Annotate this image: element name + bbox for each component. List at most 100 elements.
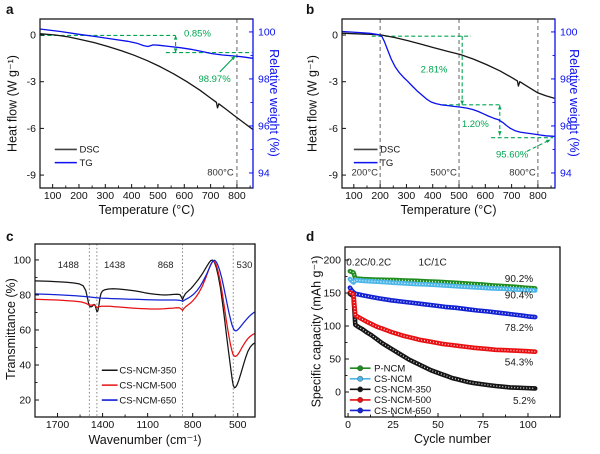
legend-ball-marker bbox=[357, 397, 364, 403]
svg-text:100: 100 bbox=[345, 190, 363, 202]
series-DSC bbox=[342, 32, 555, 99]
series-TG bbox=[342, 30, 555, 137]
panel-b-x-axis-title: Temperature (°C) bbox=[400, 203, 497, 217]
svg-text:20: 20 bbox=[19, 395, 31, 407]
svg-text:0.2C/0.2C: 0.2C/0.2C bbox=[346, 258, 391, 269]
svg-text:2.81%: 2.81% bbox=[421, 65, 448, 76]
svg-text:800: 800 bbox=[228, 190, 246, 202]
guide-lines bbox=[88, 244, 234, 417]
svg-text:75: 75 bbox=[477, 419, 489, 431]
svg-text:TG: TG bbox=[380, 158, 393, 169]
guide-lines bbox=[371, 19, 554, 188]
svg-text:1700: 1700 bbox=[46, 419, 70, 431]
legend: P-NCMCS-NCMCS-NCM-350CS-NCM-500CS-NCM-65… bbox=[349, 364, 431, 417]
panel-a-y-left-axis-title: Heat flow (W g⁻¹) bbox=[5, 55, 20, 152]
series-CS-NCM bbox=[347, 276, 538, 293]
axes: 1700 1400 1100 800 500 20 40 60 80 100 bbox=[13, 243, 256, 431]
svg-text:-9: -9 bbox=[329, 170, 338, 182]
svg-text:90.4%: 90.4% bbox=[505, 291, 533, 302]
svg-text:100: 100 bbox=[560, 26, 578, 38]
svg-text:25: 25 bbox=[387, 419, 399, 431]
svg-text:1488: 1488 bbox=[58, 260, 79, 271]
series bbox=[40, 28, 253, 131]
svg-text:0.85%: 0.85% bbox=[184, 29, 211, 40]
svg-text:1C/1C: 1C/1C bbox=[418, 258, 446, 269]
legend: DSC TG bbox=[54, 145, 100, 169]
svg-text:40: 40 bbox=[19, 359, 31, 371]
svg-text:800°C: 800°C bbox=[207, 168, 234, 179]
svg-text:80: 80 bbox=[19, 289, 31, 301]
svg-text:800: 800 bbox=[184, 419, 202, 431]
svg-text:100: 100 bbox=[519, 419, 537, 431]
panel-label-a: a bbox=[6, 2, 14, 17]
svg-text:96: 96 bbox=[258, 120, 270, 132]
svg-text:100: 100 bbox=[323, 320, 341, 332]
svg-text:200: 200 bbox=[70, 190, 88, 202]
svg-text:-3: -3 bbox=[329, 76, 338, 88]
svg-text:-6: -6 bbox=[329, 123, 338, 135]
panel-c-x-axis-title: Wavenumber (cm⁻¹) bbox=[88, 433, 202, 447]
legend-ball-marker bbox=[357, 386, 364, 393]
legend-ball-marker bbox=[357, 375, 364, 382]
svg-text:98: 98 bbox=[560, 73, 572, 85]
axes: 100 200 300 400 500 600 700 800 0 -3 -6 -9 94 96 98 100 bbox=[27, 18, 276, 202]
svg-text:CS-NCM-500: CS-NCM-500 bbox=[119, 380, 176, 391]
annotations: 0.2C/0.2C 1C/1C 90.2% 90.4% 78.2% 54.3% 5.2% bbox=[346, 258, 536, 408]
svg-text:800°C: 800°C bbox=[509, 168, 536, 179]
svg-text:868: 868 bbox=[158, 260, 174, 271]
svg-text:P-NCM: P-NCM bbox=[374, 364, 405, 375]
svg-text:95.60%: 95.60% bbox=[496, 150, 529, 161]
svg-text:0: 0 bbox=[30, 30, 36, 42]
svg-text:600: 600 bbox=[477, 190, 495, 202]
series bbox=[342, 30, 555, 137]
series-CS-NCM-500 bbox=[35, 260, 255, 358]
svg-text:150: 150 bbox=[323, 287, 341, 299]
svg-text:96: 96 bbox=[560, 120, 572, 132]
legend: DSC TG bbox=[353, 145, 400, 169]
svg-text:54.3%: 54.3% bbox=[505, 357, 533, 368]
panel-b-y-left-axis-title: Heat flow (W g⁻¹) bbox=[305, 55, 320, 152]
svg-text:90.2%: 90.2% bbox=[505, 274, 533, 285]
svg-text:500°C: 500°C bbox=[430, 168, 457, 179]
svg-text:500: 500 bbox=[229, 419, 247, 431]
annotations: 2.81% 1.20% 95.60% 200°C 500°C 800°C bbox=[352, 65, 551, 179]
legend: CS-NCM-350 CS-NCM-500 CS-NCM-650 bbox=[101, 366, 176, 406]
series-TG bbox=[40, 28, 253, 59]
svg-text:600: 600 bbox=[176, 190, 194, 202]
panel-d-y-axis-title: Specific capacity (mAh g⁻¹) bbox=[309, 255, 324, 408]
panel-d-chart: 0 25 50 75 100 0 50 100 150 200 0.2C/0.2C 1C/1C 90.2… bbox=[323, 246, 561, 431]
svg-text:94: 94 bbox=[258, 167, 270, 179]
svg-text:98: 98 bbox=[258, 73, 270, 85]
svg-text:0: 0 bbox=[345, 419, 351, 431]
panel-label-b: b bbox=[306, 2, 315, 17]
svg-text:DSC: DSC bbox=[79, 145, 99, 156]
series bbox=[35, 259, 255, 389]
panel-a-y-right-axis-title: Relative weight (%) bbox=[267, 49, 281, 157]
svg-text:98.97%: 98.97% bbox=[198, 74, 231, 85]
panel-d-x-axis-title: Cycle number bbox=[413, 432, 492, 446]
svg-text:-6: -6 bbox=[27, 123, 36, 135]
svg-text:200: 200 bbox=[371, 190, 389, 202]
svg-text:94: 94 bbox=[560, 167, 572, 179]
svg-text:DSC: DSC bbox=[380, 145, 400, 156]
series-bead-highlight bbox=[349, 291, 536, 353]
svg-text:400: 400 bbox=[424, 190, 442, 202]
svg-text:300: 300 bbox=[398, 190, 416, 202]
annotations: 0.85% 98.97% 800°C bbox=[184, 29, 236, 179]
panel-label-c: c bbox=[6, 229, 14, 244]
svg-text:700: 700 bbox=[503, 190, 521, 202]
svg-text:100: 100 bbox=[44, 190, 62, 202]
axes: 100 200 300 400 500 600 700 800 0 -3 -6 -9 94 96 98 100 bbox=[329, 18, 578, 202]
svg-text:CS-NCM: CS-NCM bbox=[374, 374, 412, 385]
series-CS-NCM-350 bbox=[35, 259, 255, 389]
svg-text:100: 100 bbox=[13, 254, 31, 266]
svg-text:50: 50 bbox=[432, 419, 444, 431]
svg-text:1400: 1400 bbox=[91, 419, 115, 431]
svg-text:-9: -9 bbox=[27, 170, 36, 182]
svg-text:CS-NCM-500: CS-NCM-500 bbox=[374, 395, 431, 406]
legend-ball-marker bbox=[357, 365, 364, 372]
svg-text:0: 0 bbox=[332, 30, 338, 42]
legend-ball-marker bbox=[357, 407, 364, 414]
